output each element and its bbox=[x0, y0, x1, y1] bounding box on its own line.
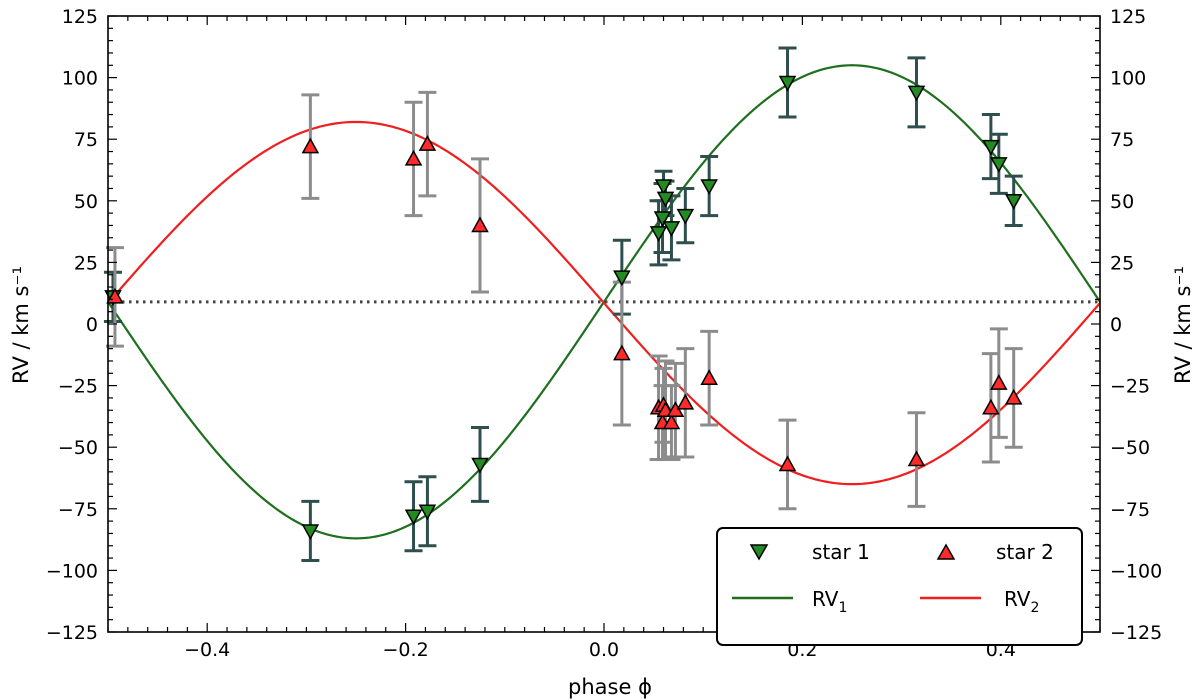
y-tick-label-right: 50 bbox=[1110, 191, 1134, 213]
y-tick-label-right: −50 bbox=[1110, 437, 1150, 459]
y-axis-label-left: RV / km s⁻¹ bbox=[9, 266, 33, 384]
legend-star1-label: star 1 bbox=[812, 540, 870, 564]
marker-star2-16 bbox=[982, 398, 1000, 415]
marker-star1-9 bbox=[656, 191, 675, 208]
marker-star1-2 bbox=[404, 509, 423, 526]
y-tick-label-left: 25 bbox=[74, 252, 98, 274]
x-tick-label: 0.0 bbox=[589, 639, 619, 661]
legend-rv2-sub: 2 bbox=[1030, 600, 1039, 616]
marker-star1-1 bbox=[301, 524, 320, 541]
legend-rv2-label: RV2 bbox=[1004, 587, 1039, 616]
y-tick-label-right: −25 bbox=[1110, 376, 1150, 398]
marker-star1-16 bbox=[990, 157, 1008, 173]
marker-star2-4 bbox=[471, 216, 489, 233]
y-tick-label-left: 0 bbox=[86, 314, 98, 336]
y-tick-label-right: 25 bbox=[1110, 252, 1134, 274]
marker-star2-15 bbox=[907, 450, 926, 467]
marker-star1-15 bbox=[982, 139, 1000, 156]
legend-rv1-label: RV1 bbox=[812, 587, 847, 616]
marker-star2-13 bbox=[700, 369, 718, 385]
model-curves bbox=[107, 64, 1101, 540]
marker-star1-17 bbox=[1004, 194, 1023, 210]
marker-star2-10 bbox=[662, 413, 681, 430]
marker-star1-12 bbox=[700, 179, 718, 196]
y-tick-label-left: 125 bbox=[62, 6, 98, 28]
y-tick-label-left: −100 bbox=[46, 560, 98, 582]
legend-star2-marker bbox=[936, 543, 956, 560]
marker-star1-4 bbox=[471, 457, 489, 474]
marker-star2-3 bbox=[418, 135, 437, 151]
y-tick-label-left: 75 bbox=[74, 129, 98, 151]
marker-star1-6 bbox=[649, 226, 668, 242]
marker-star2-2 bbox=[404, 149, 423, 166]
y-tick-label-right: 75 bbox=[1110, 129, 1134, 151]
y-tick-label-left: 100 bbox=[62, 68, 98, 90]
y-tick-label-right: −75 bbox=[1110, 499, 1150, 521]
legend-star1-marker bbox=[749, 544, 769, 561]
y-tick-label-left: −25 bbox=[58, 376, 98, 398]
marker-star1-11 bbox=[676, 208, 695, 225]
y-tick-label-left: 50 bbox=[74, 191, 98, 213]
marker-star2-17 bbox=[990, 374, 1008, 390]
y-tick-label-left: −75 bbox=[58, 499, 98, 521]
marker-star1-10 bbox=[662, 221, 681, 237]
x-tick-label: −0.2 bbox=[383, 639, 429, 661]
y-tick-label-right: 0 bbox=[1110, 314, 1122, 336]
y-tick-label-right: −125 bbox=[1110, 622, 1162, 644]
marker-star1-14 bbox=[907, 85, 926, 102]
marker-star1-8 bbox=[654, 179, 673, 196]
legend-rv1-sub: 1 bbox=[838, 600, 847, 616]
legend-rv1-main: RV bbox=[812, 587, 839, 611]
curve-rv2 bbox=[107, 120, 1101, 486]
x-tick-label: −0.4 bbox=[184, 639, 230, 661]
legend-rv2-main: RV bbox=[1004, 587, 1031, 611]
legend-star2-label: star 2 bbox=[996, 540, 1054, 564]
marker-star1-3 bbox=[418, 504, 437, 521]
marker-star2-18 bbox=[1004, 388, 1023, 405]
marker-star1-13 bbox=[778, 75, 797, 92]
y-tick-label-right: 125 bbox=[1110, 6, 1146, 28]
marker-star2-14 bbox=[778, 455, 797, 472]
y-tick-label-right: 100 bbox=[1110, 68, 1146, 90]
y-tick-label-left: −125 bbox=[46, 622, 98, 644]
y-axis-label-right: RV / km s⁻¹ bbox=[1171, 266, 1195, 384]
marker-star1-7 bbox=[653, 211, 672, 228]
x-axis-label: phase ϕ bbox=[568, 675, 652, 699]
marker-star2-5 bbox=[613, 344, 631, 361]
marker-star2-1 bbox=[301, 137, 320, 154]
y-tick-label-left: −50 bbox=[58, 437, 98, 459]
data-markers bbox=[104, 75, 1023, 541]
legend-box bbox=[716, 527, 1083, 646]
marker-star2-12 bbox=[676, 393, 695, 410]
y-tick-label-right: −100 bbox=[1110, 560, 1162, 582]
legend: star 1 star 2 RV1 RV2 bbox=[716, 527, 1083, 646]
marker-star1-5 bbox=[613, 270, 631, 287]
